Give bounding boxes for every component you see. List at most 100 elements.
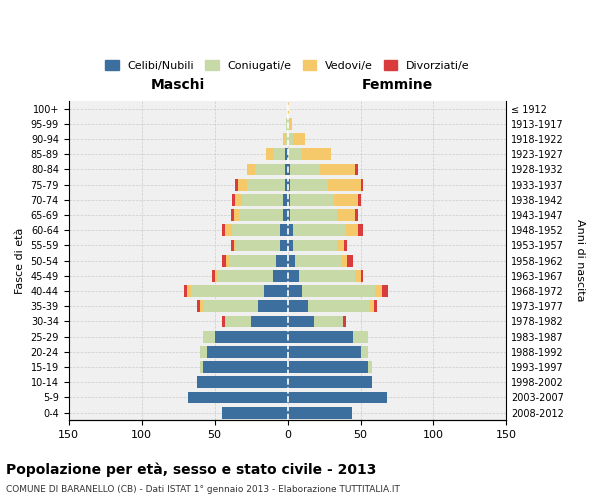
Bar [334, 194, 358, 206]
Bar [287, 102, 289, 115]
Bar [225, 316, 251, 328]
Text: Femmine: Femmine [361, 78, 433, 92]
Bar [369, 300, 374, 312]
Bar [225, 224, 232, 236]
Bar [287, 300, 308, 312]
Bar [242, 194, 283, 206]
Bar [287, 406, 352, 418]
Bar [233, 240, 236, 252]
Bar [236, 240, 280, 252]
Y-axis label: Anni di nascita: Anni di nascita [575, 220, 585, 302]
Bar [203, 361, 287, 373]
Bar [284, 148, 287, 160]
Bar [293, 133, 305, 145]
Bar [287, 361, 368, 373]
Bar [283, 194, 287, 206]
Bar [229, 254, 276, 266]
Bar [293, 224, 346, 236]
Bar [295, 254, 341, 266]
Bar [343, 316, 346, 328]
Bar [290, 194, 334, 206]
Bar [361, 270, 364, 282]
Bar [283, 133, 284, 145]
Bar [184, 285, 187, 297]
Bar [200, 346, 207, 358]
Bar [361, 346, 368, 358]
Bar [247, 178, 284, 190]
Bar [287, 316, 314, 328]
Bar [232, 194, 235, 206]
Bar [361, 178, 364, 190]
Bar [283, 209, 287, 221]
Bar [247, 164, 256, 175]
Bar [287, 133, 293, 145]
Bar [203, 330, 215, 342]
Bar [273, 148, 284, 160]
Bar [273, 270, 287, 282]
Bar [286, 118, 287, 130]
Bar [287, 194, 290, 206]
Bar [284, 178, 287, 190]
Bar [374, 300, 377, 312]
Bar [264, 285, 287, 297]
Bar [188, 392, 287, 404]
Bar [337, 240, 344, 252]
Bar [259, 300, 287, 312]
Bar [280, 240, 287, 252]
Legend: Celibi/Nubili, Coniugati/e, Vedovi/e, Divorziati/e: Celibi/Nubili, Coniugati/e, Vedovi/e, Di… [101, 56, 474, 75]
Bar [341, 254, 347, 266]
Bar [207, 346, 287, 358]
Bar [197, 376, 287, 388]
Bar [287, 270, 299, 282]
Bar [299, 270, 355, 282]
Bar [222, 224, 225, 236]
Bar [355, 164, 358, 175]
Bar [344, 240, 347, 252]
Bar [287, 118, 289, 130]
Y-axis label: Fasce di età: Fasce di età [15, 228, 25, 294]
Bar [287, 392, 387, 404]
Bar [235, 194, 242, 206]
Text: Popolazione per età, sesso e stato civile - 2013: Popolazione per età, sesso e stato civil… [6, 462, 376, 477]
Bar [212, 270, 215, 282]
Bar [287, 178, 290, 190]
Bar [276, 254, 287, 266]
Bar [200, 361, 203, 373]
Bar [337, 209, 355, 221]
Bar [203, 300, 259, 312]
Bar [232, 224, 280, 236]
Bar [358, 224, 364, 236]
Bar [353, 330, 368, 342]
Bar [226, 254, 229, 266]
Bar [222, 406, 287, 418]
Bar [287, 376, 372, 388]
Bar [222, 316, 225, 328]
Text: COMUNE DI BARANELLO (CB) - Dati ISTAT 1° gennaio 2013 - Elaborazione TUTTITALIA.: COMUNE DI BARANELLO (CB) - Dati ISTAT 1°… [6, 485, 400, 494]
Bar [251, 316, 287, 328]
Bar [287, 240, 293, 252]
Bar [368, 361, 372, 373]
Bar [217, 270, 273, 282]
Bar [287, 209, 290, 221]
Bar [355, 209, 358, 221]
Bar [287, 285, 302, 297]
Bar [302, 148, 331, 160]
Bar [346, 224, 358, 236]
Bar [355, 270, 361, 282]
Bar [200, 300, 203, 312]
Bar [266, 148, 273, 160]
Bar [308, 300, 369, 312]
Bar [235, 178, 238, 190]
Bar [293, 240, 337, 252]
Bar [287, 254, 295, 266]
Bar [290, 164, 320, 175]
Bar [191, 285, 264, 297]
Bar [287, 148, 302, 160]
Bar [289, 118, 292, 130]
Bar [290, 178, 328, 190]
Bar [328, 178, 361, 190]
Bar [197, 300, 200, 312]
Bar [287, 346, 361, 358]
Bar [187, 285, 191, 297]
Bar [230, 240, 233, 252]
